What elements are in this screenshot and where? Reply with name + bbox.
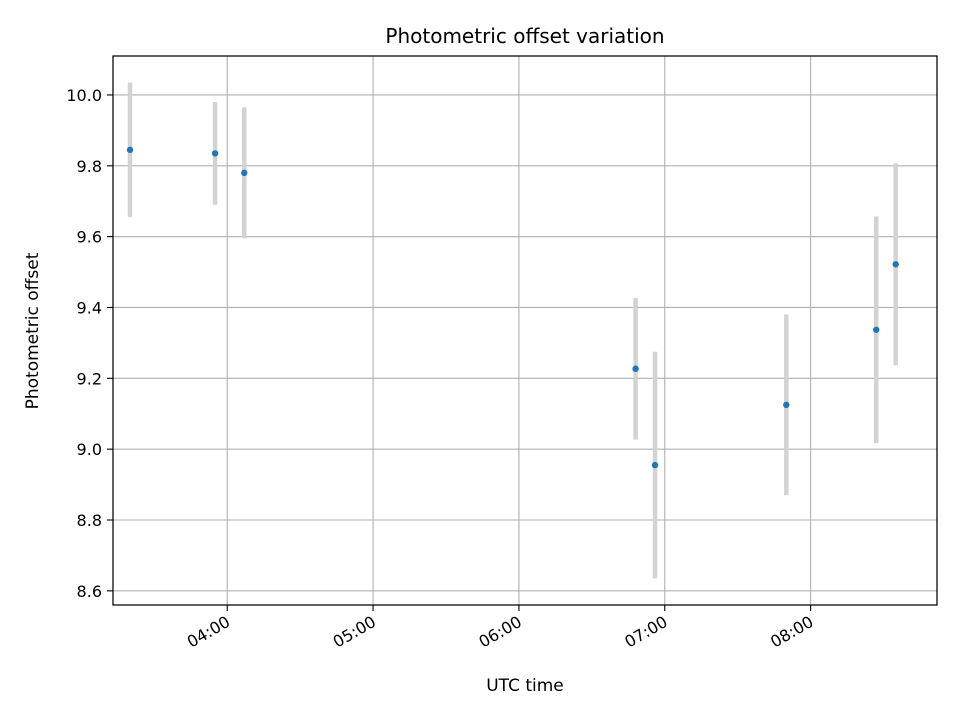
y-tick-label: 9.8 bbox=[77, 157, 102, 176]
data-point bbox=[126, 146, 134, 154]
x-axis-label: UTC time bbox=[486, 676, 564, 696]
y-tick-label: 9.0 bbox=[77, 440, 102, 459]
y-tick-label: 8.8 bbox=[77, 511, 102, 530]
data-point bbox=[873, 326, 880, 333]
y-tick-label: 9.4 bbox=[77, 298, 102, 317]
y-tick-label: 9.2 bbox=[77, 369, 102, 388]
data-point bbox=[892, 261, 899, 268]
chart-title: Photometric offset variation bbox=[385, 24, 664, 48]
data-point bbox=[632, 365, 639, 372]
y-tick-label: 10.0 bbox=[66, 86, 102, 105]
data-point bbox=[241, 169, 248, 177]
data-point bbox=[211, 150, 219, 157]
y-axis-ticks: 8.6 8.8 9.0 9.2 9.4 9.6 9.8 10.0 bbox=[66, 86, 113, 601]
data-points bbox=[126, 146, 899, 469]
grid bbox=[113, 56, 937, 605]
y-axis-label: Photometric offset bbox=[23, 252, 43, 409]
plot-frame bbox=[112, 55, 938, 606]
y-tick-label: 9.6 bbox=[77, 228, 102, 247]
data-point bbox=[651, 461, 659, 469]
data-point bbox=[783, 401, 790, 409]
y-tick-label: 8.6 bbox=[77, 582, 102, 601]
